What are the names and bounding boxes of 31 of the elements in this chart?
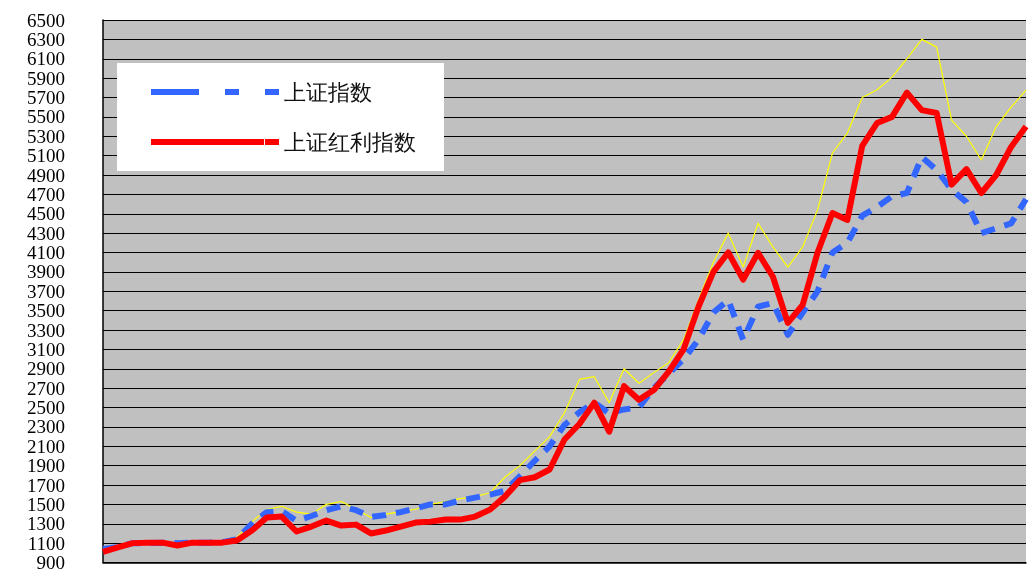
y-tick-label: 3500 — [27, 300, 65, 322]
y-tick-label: 6100 — [27, 48, 65, 70]
y-tick-label: 3900 — [27, 261, 65, 283]
y-tick-label: 4500 — [27, 203, 65, 225]
y-tick-label: 4900 — [27, 164, 65, 186]
y-tick-label: 2500 — [27, 397, 65, 418]
y-tick-label: 1100 — [27, 532, 65, 554]
y-tick-label: 3700 — [27, 280, 65, 302]
y-tick-label: 1700 — [27, 474, 65, 496]
y-tick-label: 3300 — [27, 319, 65, 341]
y-tick-label: 1300 — [27, 513, 65, 535]
y-tick-label: 5700 — [27, 87, 65, 108]
legend-label: 上证指数 — [284, 79, 372, 105]
y-tick-label: 2100 — [27, 435, 65, 457]
y-tick-label: 2300 — [27, 416, 65, 438]
y-tick-label: 4100 — [27, 242, 65, 263]
y-tick-label: 2900 — [27, 358, 65, 380]
y-tick-label: 1900 — [27, 455, 65, 477]
y-tick-label: 2700 — [27, 377, 65, 399]
y-tick-label: 3100 — [27, 338, 65, 360]
y-tick-label: 5500 — [27, 106, 65, 128]
y-tick-label: 1500 — [27, 493, 65, 515]
y-tick-label: 5900 — [27, 67, 65, 89]
y-tick-label: 5100 — [27, 145, 65, 167]
y-tick-label: 900 — [36, 552, 65, 572]
y-tick-label: 6500 — [27, 9, 65, 31]
y-tick-label: 6300 — [27, 28, 65, 50]
y-tick-label: 4700 — [27, 183, 65, 205]
y-tick-label: 5300 — [27, 125, 65, 147]
y-tick-label: 4300 — [27, 222, 65, 244]
legend-label: 上证红利指数 — [284, 129, 416, 155]
